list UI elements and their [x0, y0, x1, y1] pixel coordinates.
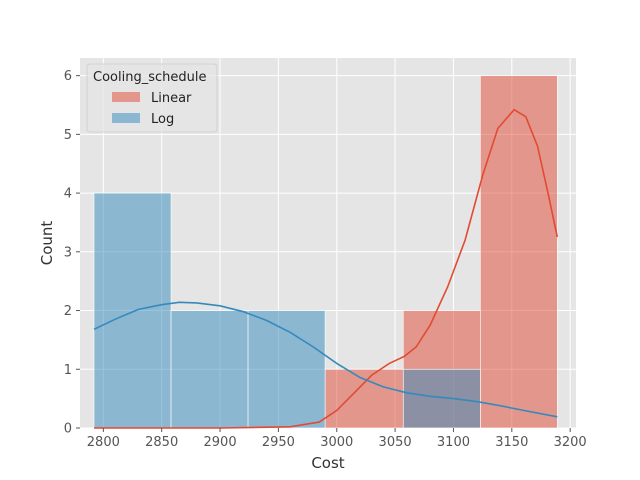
x-tick-label: 2900	[204, 435, 237, 450]
y-tick-label: 5	[64, 128, 72, 143]
legend-swatch-log	[112, 113, 140, 123]
y-tick-label: 4	[64, 187, 72, 202]
kde-curves	[93, 108, 559, 429]
x-tick-label: 3100	[437, 435, 470, 450]
x-tick-label: 3150	[495, 435, 528, 450]
legend-label-linear: Linear	[151, 91, 192, 106]
y-axis-ticks: 0 1 2 3 4 5 6	[64, 69, 80, 437]
kde-line-linear	[94, 108, 559, 429]
y-tick-label: 2	[64, 304, 72, 319]
legend-swatch-linear	[112, 92, 140, 102]
x-tick-label: 2850	[145, 435, 178, 450]
y-tick-label: 1	[64, 363, 72, 378]
bar-log	[170, 310, 249, 429]
y-tick-label: 0	[64, 422, 72, 437]
x-axis-label: Cost	[311, 454, 344, 472]
x-tick-label: 3000	[320, 435, 353, 450]
y-axis-label: Count	[38, 221, 56, 266]
bar-linear	[480, 75, 558, 429]
x-tick-label: 3200	[554, 435, 587, 450]
legend: Cooling_schedule Linear Log	[86, 63, 218, 133]
legend-title: Cooling_schedule	[93, 70, 206, 85]
kde-line-log	[93, 301, 558, 418]
x-tick-label: 3050	[379, 435, 412, 450]
bar-linear	[324, 368, 404, 429]
x-tick-label: 2800	[87, 435, 120, 450]
y-tick-label: 3	[64, 245, 72, 260]
x-axis-ticks: 2800 2850 2900 2950 3000 3050 3100 3150 3200	[87, 428, 587, 450]
x-tick-label: 2950	[262, 435, 295, 450]
y-tick-label: 6	[64, 69, 72, 84]
bar-log	[247, 310, 326, 429]
bar-log	[93, 192, 172, 429]
legend-label-log: Log	[151, 112, 174, 127]
bar-log	[402, 368, 481, 429]
histogram-bars	[93, 75, 558, 429]
